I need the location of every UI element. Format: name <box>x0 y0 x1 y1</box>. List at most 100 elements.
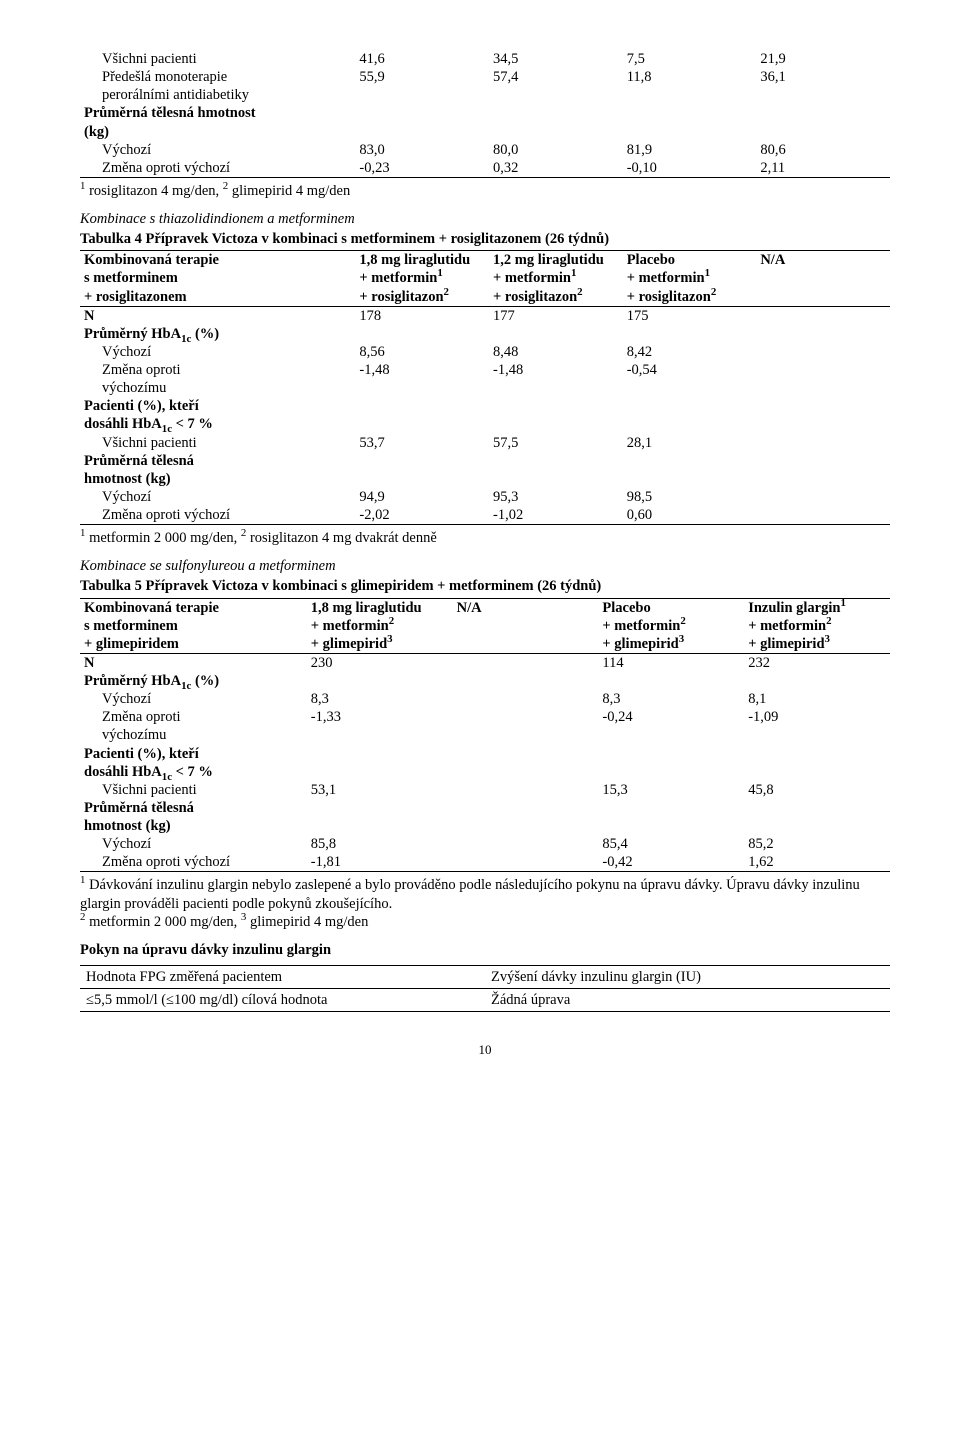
cell: -1,48 <box>489 361 623 397</box>
cell: 36,1 <box>756 68 890 104</box>
row-label: Předešlá monoterapie perorálními antidia… <box>80 68 355 104</box>
cell: -1,33 <box>307 708 453 744</box>
text: glimepirid 4 mg/den <box>232 183 350 199</box>
cell: 7,5 <box>623 50 757 68</box>
text: s metforminem <box>84 270 178 286</box>
cell: 178 <box>355 306 489 325</box>
cell: 81,9 <box>623 141 757 159</box>
group-header: Průměrná tělesná hmotnost (kg) <box>80 452 890 488</box>
text: + metformin <box>359 270 437 286</box>
cell <box>453 690 599 708</box>
header-cell: 1,2 mg liraglutidu + metformin1 + rosigl… <box>489 251 623 306</box>
text: dosáhli HbA <box>84 416 162 432</box>
cell: 114 <box>598 653 744 672</box>
header-cell: 1,8 mg liraglutidu + metformin2 + glimep… <box>307 598 453 653</box>
table4-footnote: 1 metformin 2 000 mg/den, 2 rosiglitazon… <box>80 529 890 547</box>
row-label: Změna oproti výchozí <box>80 159 355 178</box>
text: Kombinovaná terapie <box>84 252 219 268</box>
row-label: Výchozí <box>80 141 355 159</box>
row-label: Výchozí <box>80 835 307 853</box>
group-header: Průměrný HbA1c (%) <box>80 672 890 690</box>
text: Průměrná tělesná <box>84 800 194 816</box>
cell: -0,54 <box>623 361 757 397</box>
text: hmotnost (kg) <box>84 818 171 834</box>
cell: 2,11 <box>756 159 890 178</box>
text: Kombinovaná terapie <box>84 600 219 616</box>
cell <box>453 781 599 799</box>
text: 1,2 mg liraglutidu <box>493 252 604 268</box>
sub: 1c <box>181 680 191 692</box>
sup: 1 <box>571 268 576 280</box>
sup: 2 <box>241 527 246 539</box>
text: Placebo <box>602 600 650 616</box>
row-label: N <box>80 653 307 672</box>
text: + rosiglitazon <box>627 289 711 305</box>
cell: Hodnota FPG změřená pacientem <box>80 965 485 988</box>
cell <box>756 361 890 397</box>
group-header: Pacienti (%), kteří dosáhli HbA1c < 7 % <box>80 397 890 433</box>
cell: 8,42 <box>623 343 757 361</box>
text: Pacienti (%), kteří <box>84 746 199 762</box>
sup: 1 <box>840 597 845 609</box>
cell: -1,09 <box>744 708 890 744</box>
text: + metformin <box>311 618 389 634</box>
cell: 21,9 <box>756 50 890 68</box>
sup: 2 <box>80 911 85 923</box>
cell: -1,02 <box>489 506 623 525</box>
table4-subtitle: Kombinace s thiazolidindionem a metformi… <box>80 210 890 228</box>
text: Průměrná tělesná <box>84 453 194 469</box>
table3-footnote: 1 rosiglitazon 4 mg/den, 2 glimepirid 4 … <box>80 182 890 200</box>
text: Pacienti (%), kteří <box>84 398 199 414</box>
cell: 230 <box>307 653 453 672</box>
text: + metformin <box>748 618 826 634</box>
cell: -0,24 <box>598 708 744 744</box>
row-label: Výchozí <box>80 343 355 361</box>
page-number: 10 <box>80 1042 890 1058</box>
cell: 11,8 <box>623 68 757 104</box>
cell: 53,7 <box>355 434 489 452</box>
cell: -0,23 <box>355 159 489 178</box>
cell: Žádná úprava <box>485 989 890 1012</box>
sup: 3 <box>387 633 392 645</box>
text: Změna oproti <box>102 362 181 378</box>
header-cell: Placebo + metformin1 + rosiglitazon2 <box>623 251 757 306</box>
text: + glimepirid <box>311 636 387 652</box>
sup: 2 <box>577 286 582 298</box>
text: 1,8 mg liraglutidu <box>311 600 422 616</box>
sup: 1 <box>705 268 710 280</box>
row-label: Výchozí <box>80 488 355 506</box>
sup: 2 <box>389 615 394 627</box>
sup: 2 <box>711 286 716 298</box>
table5: Kombinovaná terapie s metforminem + glim… <box>80 598 890 873</box>
table5-subtitle: Kombinace se sulfonylureou a metforminem <box>80 557 890 575</box>
text: Průměrný HbA <box>84 326 181 342</box>
text: + glimepiridem <box>84 636 179 652</box>
row-label: Změna oproti výchozímu <box>80 708 307 744</box>
text: Změna oproti <box>102 709 181 725</box>
text: 1,8 mg liraglutidu <box>359 252 470 268</box>
header-cell: Kombinovaná terapie s metforminem + rosi… <box>80 251 355 306</box>
sup: 2 <box>826 615 831 627</box>
row-label: Změna oproti výchozí <box>80 853 307 872</box>
cell <box>756 434 890 452</box>
text: metformin 2 000 mg/den, <box>89 914 237 930</box>
text: + rosiglitazonem <box>84 289 187 305</box>
text: (%) <box>195 326 219 342</box>
header-cell: N/A <box>756 251 890 306</box>
text: hmotnost (kg) <box>84 471 171 487</box>
table5-caption: Tabulka 5 Přípravek Victoza v kombinaci … <box>80 577 890 595</box>
table5-footnote: 1 Dávkování inzulinu glargin nebylo zasl… <box>80 876 890 930</box>
header-cell: Placebo + metformin2 + glimepirid3 <box>598 598 744 653</box>
text: Předešlá monoterapie <box>102 69 227 85</box>
text: < 7 % <box>172 764 213 780</box>
text: výchozímu <box>102 380 166 396</box>
row-label: Všichni pacienti <box>80 50 355 68</box>
cell: ≤5,5 mmol/l (≤100 mg/dl) cílová hodnota <box>80 989 485 1012</box>
text: (kg) <box>84 124 109 140</box>
cell: 177 <box>489 306 623 325</box>
text: metformin 2 000 mg/den, <box>89 530 237 546</box>
cell <box>453 708 599 744</box>
cell: 8,56 <box>355 343 489 361</box>
cell: 80,0 <box>489 141 623 159</box>
table3-tail: Všichni pacienti 41,6 34,5 7,5 21,9 Před… <box>80 50 890 178</box>
